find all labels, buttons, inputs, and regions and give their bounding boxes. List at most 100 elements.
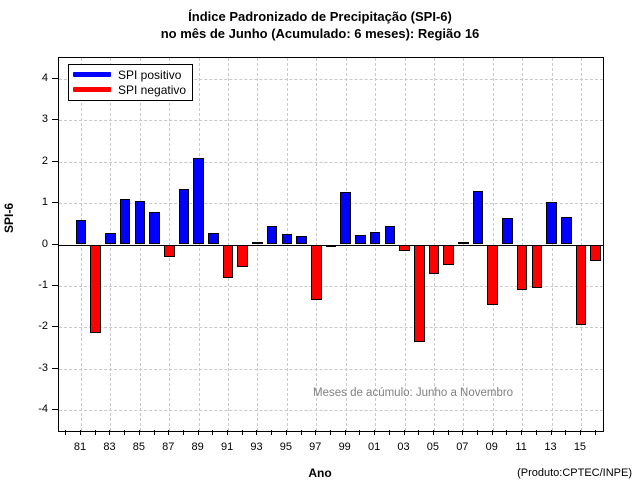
bar-2005	[428, 244, 440, 274]
page-title: Índice Padronizado de Precipitação (SPI-…	[0, 8, 640, 42]
bar-1992	[237, 244, 249, 268]
bar-2013	[546, 201, 557, 245]
x-tick-label: 87	[162, 441, 175, 453]
x-tick-mark	[227, 430, 229, 435]
x-tick-mark	[374, 430, 376, 435]
x-tick-label: 99	[338, 441, 351, 453]
bar-1997	[311, 244, 322, 301]
bar-1989	[193, 158, 204, 245]
x-tick-mark	[124, 430, 126, 435]
y-tick-mark	[52, 367, 58, 369]
x-tick-mark	[521, 430, 523, 435]
x-tick-mark	[418, 430, 420, 435]
x-tick-label: 15	[573, 441, 587, 453]
bar-1984	[119, 198, 131, 245]
x-tick-label: 91	[220, 441, 234, 453]
x-tick-mark	[565, 430, 567, 435]
legend-label-negative: SPI negativo	[118, 82, 187, 97]
y-axis-label: SPI-6	[2, 202, 16, 233]
x-tick-mark	[80, 430, 82, 435]
y-tick-label: -2	[38, 320, 48, 333]
x-tick-label: 81	[73, 441, 87, 453]
x-tick-label: 05	[426, 441, 440, 453]
legend-swatch-negative-icon	[73, 87, 111, 92]
x-tick-label: 85	[132, 441, 145, 453]
x-tick-mark	[550, 430, 552, 435]
gridline-horizontal	[59, 78, 603, 80]
gridline-horizontal	[59, 327, 603, 329]
bar-1981	[75, 219, 87, 245]
bar-2000	[355, 235, 366, 245]
x-tick-mark	[506, 430, 508, 435]
bar-1982	[90, 244, 102, 333]
bar-1985	[134, 200, 146, 245]
bar-2004	[413, 244, 425, 342]
gridline-horizontal	[59, 368, 603, 370]
x-tick-label: 83	[103, 441, 116, 453]
x-tick-mark	[182, 430, 184, 435]
gridline-horizontal	[59, 203, 603, 205]
x-tick-mark	[168, 430, 170, 435]
bar-1991	[222, 244, 234, 278]
x-tick-label: 93	[250, 441, 263, 453]
x-tick-label: 13	[544, 441, 557, 453]
bar-2015	[575, 244, 587, 326]
x-tick-mark	[212, 430, 214, 435]
gridline-horizontal	[59, 120, 603, 122]
plot-area	[58, 57, 604, 432]
x-tick-mark	[432, 430, 434, 435]
zero-baseline	[59, 244, 603, 246]
x-axis-label: Ano	[308, 466, 332, 480]
x-tick-label: 03	[397, 441, 410, 453]
x-tick-mark	[285, 430, 287, 435]
x-tick-mark	[579, 430, 581, 435]
x-tick-mark	[109, 430, 111, 435]
x-tick-mark	[94, 430, 96, 435]
credit-text: (Produto:CPTEC/INPE)	[517, 467, 632, 479]
y-tick-label: 4	[41, 71, 48, 84]
bar-1993	[252, 242, 263, 245]
legend-item-negative: SPI negativo	[73, 82, 186, 97]
y-tick-mark	[52, 160, 58, 162]
x-tick-mark	[241, 430, 243, 435]
gridline-horizontal	[59, 161, 603, 163]
bar-2007	[458, 242, 469, 245]
accumulation-note: Meses de acúmulo: Junho a Novembro	[313, 387, 514, 399]
y-tick-label: 2	[41, 154, 48, 167]
y-tick-label: -1	[38, 278, 48, 291]
y-tick-label: 3	[41, 113, 48, 126]
y-tick-mark	[52, 409, 58, 411]
x-tick-mark	[491, 430, 493, 435]
y-tick-label: 0	[41, 237, 48, 250]
x-tick-mark	[197, 430, 199, 435]
x-tick-mark	[153, 430, 155, 435]
bar-1986	[149, 212, 160, 245]
bar-2016	[590, 244, 601, 262]
y-tick-label: -3	[38, 361, 48, 374]
x-tick-mark	[403, 430, 405, 435]
bar-1999	[340, 191, 351, 245]
y-tick-mark	[52, 202, 58, 204]
bar-2012	[531, 244, 543, 289]
bar-1987	[163, 244, 175, 257]
legend: SPI positivo SPI negativo	[68, 64, 194, 101]
y-tick-label: -4	[38, 403, 48, 416]
x-tick-label: 07	[456, 441, 469, 453]
x-tick-mark	[359, 430, 361, 435]
bar-2006	[443, 244, 454, 266]
x-tick-mark	[344, 430, 346, 435]
x-tick-mark	[271, 430, 273, 435]
bar-2002	[384, 225, 396, 245]
bar-2009	[487, 244, 498, 305]
x-tick-mark	[300, 430, 302, 435]
x-tick-label: 11	[515, 441, 527, 453]
bar-2001	[369, 232, 381, 245]
x-tick-mark	[138, 430, 140, 435]
x-tick-mark	[330, 430, 331, 435]
bar-1996	[296, 236, 307, 245]
bar-1990	[208, 232, 219, 245]
x-tick-label: 89	[191, 441, 204, 453]
legend-label-positive: SPI positivo	[118, 67, 182, 82]
legend-swatch-positive-icon	[73, 72, 111, 77]
